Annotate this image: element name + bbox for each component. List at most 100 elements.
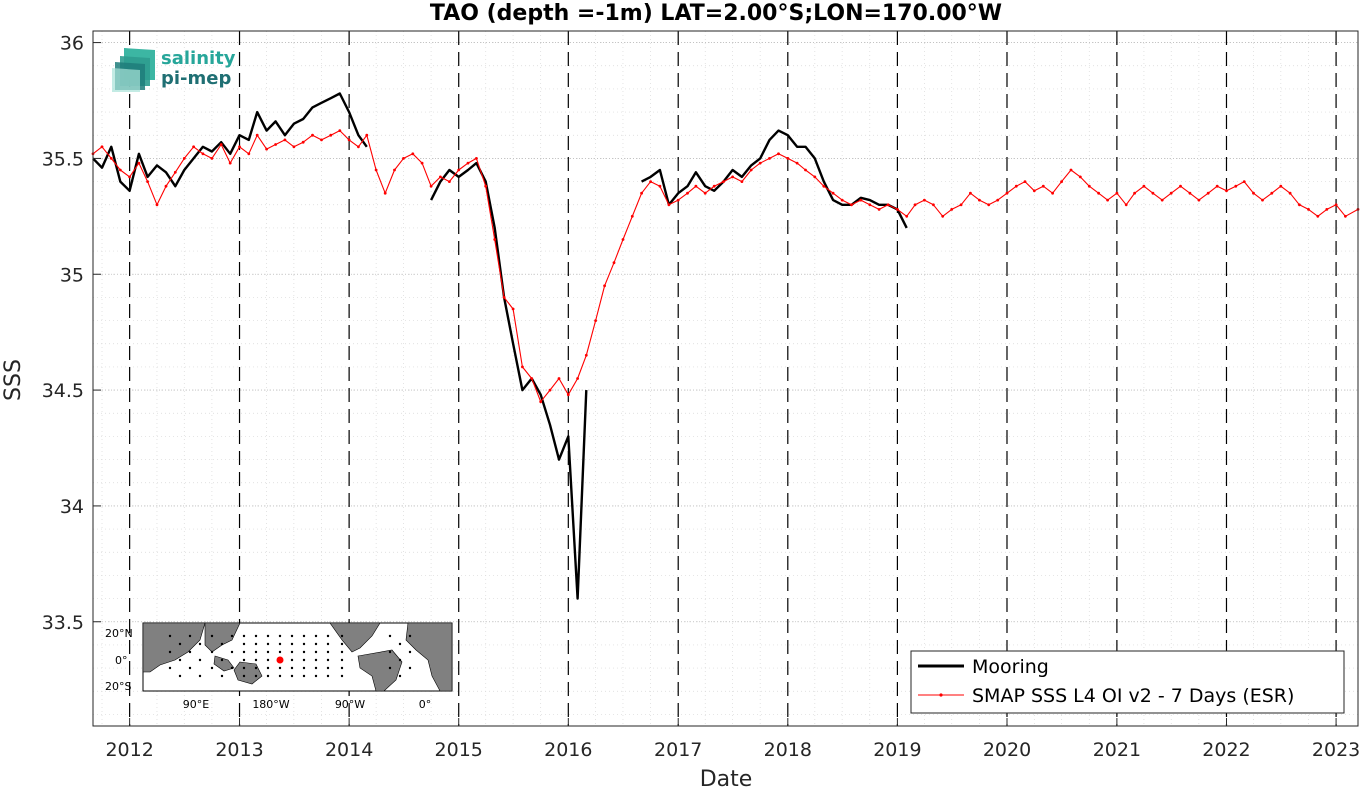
mooring-dot (210, 634, 214, 638)
map-lon-labels: 90°E 180°W 90°W 0° (183, 698, 431, 711)
smap-point (1151, 191, 1155, 195)
smap-point (109, 157, 113, 160)
mooring-dot (242, 634, 246, 638)
smap-point (311, 133, 314, 137)
mooring-dot (230, 650, 234, 654)
smap-point (411, 152, 415, 156)
mooring-dot (314, 658, 318, 662)
smap-point (978, 198, 981, 202)
mooring-dot (408, 650, 412, 654)
mooring-dot (340, 674, 344, 678)
smap-point (1087, 184, 1091, 188)
x-tick-label: 2017 (654, 739, 702, 761)
smap-point (393, 168, 396, 172)
smap-point (1051, 191, 1054, 195)
mooring-dot (388, 650, 392, 654)
smap-point (923, 198, 926, 202)
mooring-dot (340, 650, 344, 654)
map-lat-labels: 20°N 0° 20°S (105, 627, 133, 693)
mooring-dot (266, 666, 270, 670)
map-lat-label: 20°N (105, 627, 133, 640)
mooring-dot (326, 650, 330, 654)
x-tick-label: 2021 (1093, 739, 1141, 761)
smap-point (164, 184, 168, 188)
smap-point (594, 319, 597, 322)
smap-point (1115, 191, 1119, 195)
smap-point (1069, 168, 1073, 172)
plot-frame (92, 30, 1359, 727)
smap-point (1242, 180, 1246, 184)
smap-point (1014, 184, 1018, 188)
mooring-dot (314, 666, 318, 670)
smap-point (210, 157, 214, 160)
x-axis-ticks: 2012 2013 2014 2015 2016 2017 2018 2019 2020 2021… (105, 718, 1360, 761)
mooring-dot (198, 642, 202, 646)
smap-point (804, 168, 807, 172)
legend: Mooring SMAP SSS L4 OI v2 - 7 Days (ESR) (910, 650, 1345, 714)
smap-point (612, 261, 616, 265)
smap-point (1261, 198, 1264, 202)
mooring-dot (178, 642, 182, 646)
smap-point (383, 191, 387, 195)
chart-title: TAO (depth =-1m) LAT=2.00°S;LON=170.00°W (430, 1, 1002, 26)
mooring-dot (168, 650, 172, 654)
smap-point (831, 191, 835, 195)
smap-point (201, 152, 205, 156)
mooring-dot (168, 634, 172, 638)
logo-line-2: pi-mep (161, 68, 231, 89)
mooring-dot (210, 666, 214, 670)
smap-point (1252, 191, 1255, 195)
smap-point (402, 157, 405, 160)
smap-point (530, 377, 534, 380)
smap-point (950, 208, 954, 211)
smap-point (822, 184, 826, 188)
mooring-dot (210, 650, 214, 654)
map-lon-label: 180°W (252, 698, 289, 711)
mooring-dot (326, 658, 330, 662)
logo-line-1: salinity (161, 48, 236, 69)
legend-marker-smap (939, 693, 943, 697)
mooring-dot (254, 674, 258, 678)
mooring-dot (290, 674, 294, 678)
smap-point (511, 307, 515, 311)
salinity-pi-mep-logo: salinity pi-mep (112, 48, 236, 92)
smap-point (621, 238, 625, 241)
map-lon-label: 0° (419, 698, 432, 711)
smap-point (795, 161, 799, 165)
smap-point (987, 203, 991, 207)
smap-point (1142, 184, 1146, 188)
mooring-dot (326, 674, 330, 678)
smap-point (658, 184, 662, 188)
mooring-dot (188, 650, 192, 654)
smap-point (192, 145, 196, 149)
smap-point (493, 238, 497, 241)
smap-point (959, 203, 963, 207)
minor-grid (93, 31, 1358, 726)
smap-point (941, 214, 945, 218)
smap-point (1334, 203, 1338, 207)
smap-point (1106, 198, 1109, 202)
smap-point (877, 208, 881, 211)
mooring-dot (254, 642, 258, 646)
series-line-mooring (92, 92, 368, 192)
smap-point (347, 138, 351, 142)
smap-point (1206, 191, 1210, 195)
mooring-dot (188, 666, 192, 670)
mooring-dot (398, 642, 402, 646)
mooring-dot (266, 674, 270, 678)
mooring-dot (266, 650, 270, 654)
smap-point (996, 198, 1000, 202)
smap-point (255, 133, 259, 137)
smap-point (694, 184, 698, 188)
smap-point (859, 198, 863, 202)
smap-point (466, 161, 470, 165)
smap-point (840, 198, 844, 202)
smap-point (1160, 198, 1164, 202)
smap-point (703, 191, 707, 195)
smap-point (448, 180, 451, 184)
smap-point (1307, 208, 1310, 211)
mooring-dot (254, 658, 258, 662)
mooring-dot (198, 674, 202, 678)
smap-point (1225, 189, 1228, 193)
